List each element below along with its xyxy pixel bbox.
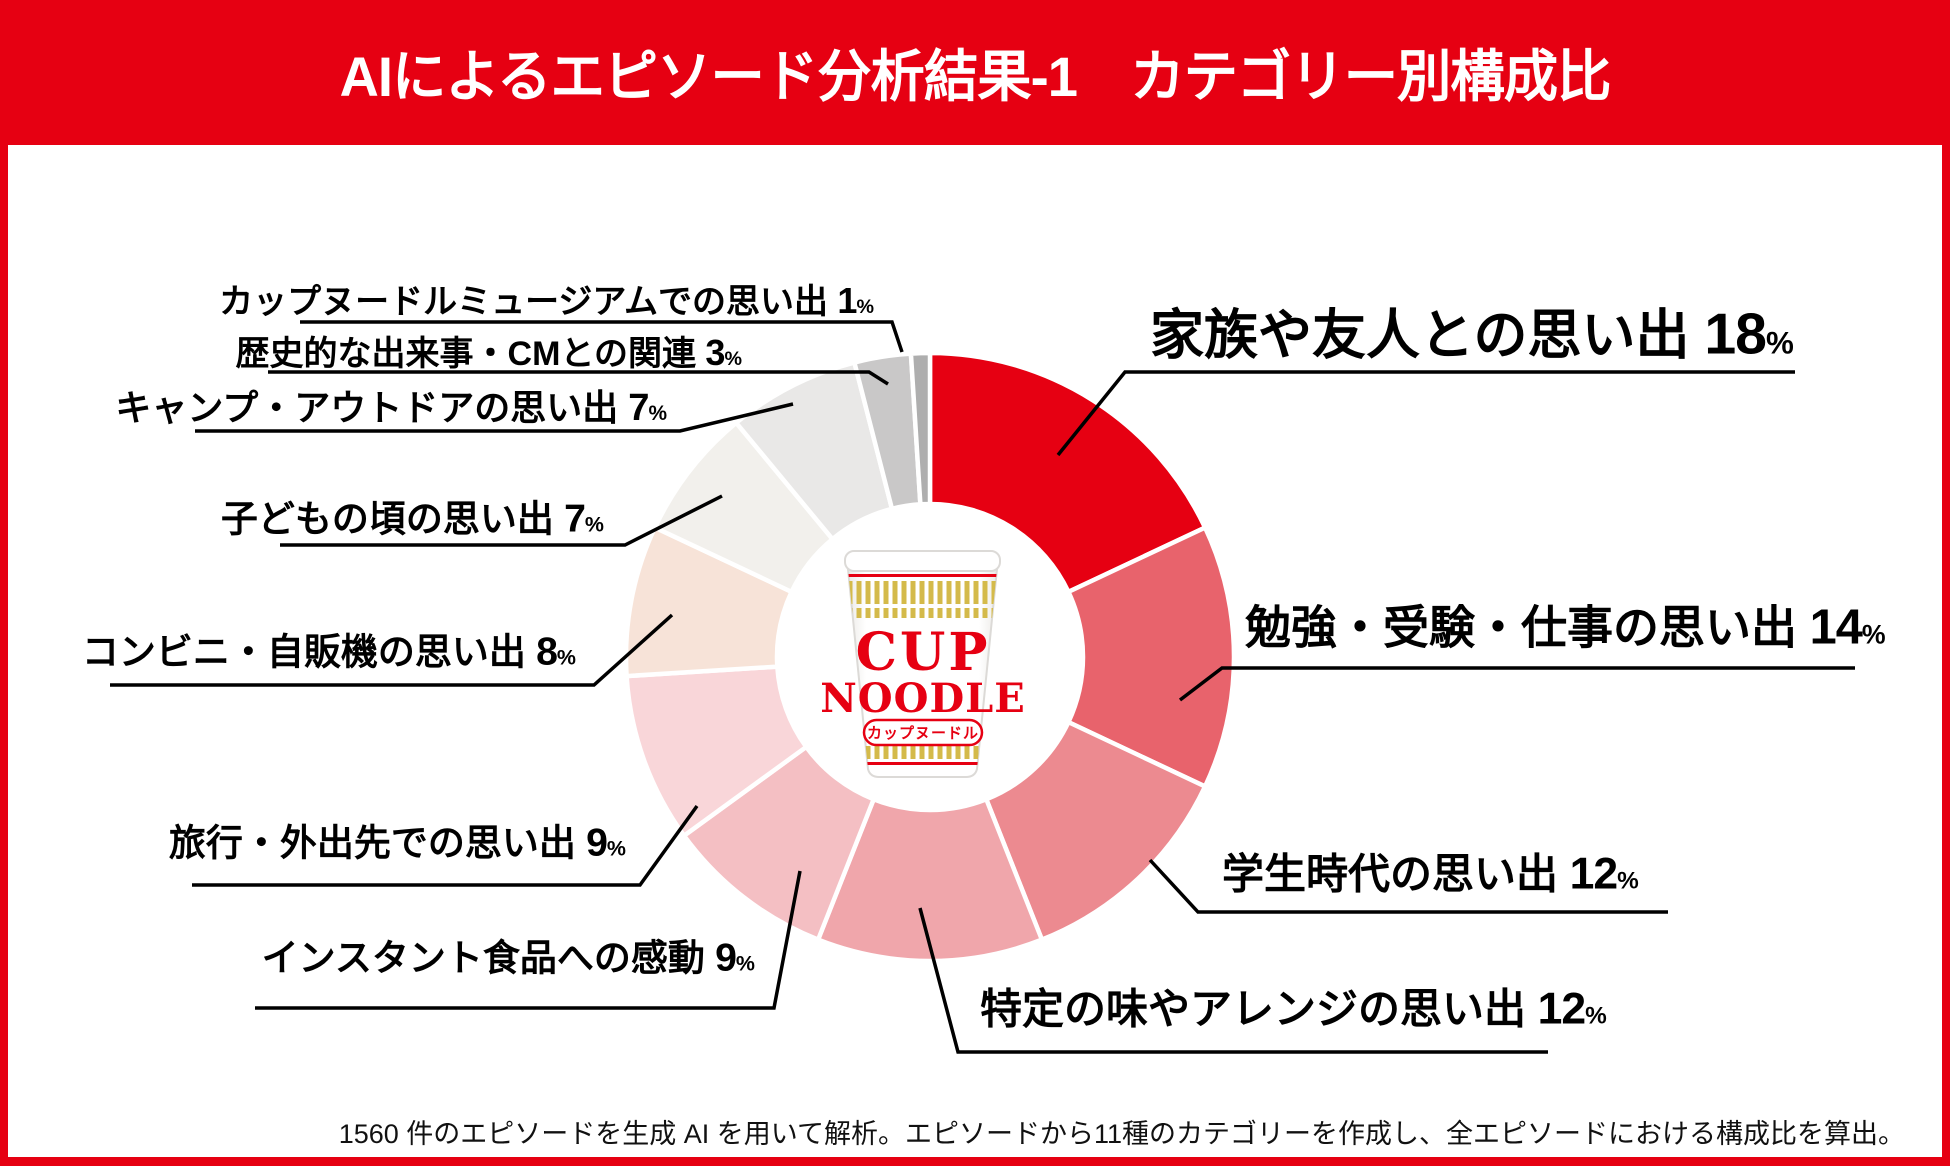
slice-label-instant-food: インスタント食品への感動 9% <box>262 938 755 977</box>
slice-label-text: 子どもの頃の思い出 <box>220 498 554 540</box>
slice-value: 7 <box>564 496 586 541</box>
cup-jp-pill <box>862 718 984 747</box>
slice-value: 8 <box>536 629 558 674</box>
pie-slice-0 <box>927 350 1209 595</box>
frame-border-left <box>0 0 8 1166</box>
cup-gold-band-bottom <box>848 746 997 759</box>
percent-sign: % <box>606 836 626 861</box>
cup-gold-band-tall <box>848 581 997 604</box>
percent-sign: % <box>1861 619 1886 650</box>
percent-sign: % <box>1585 1002 1607 1030</box>
slice-label-text: 家族や友人との思い出 <box>1150 305 1690 366</box>
slice-label-convenience-store: コンビニ・自販機の思い出 8% <box>82 632 576 671</box>
leader-line-10 <box>300 320 904 353</box>
percent-sign: % <box>856 295 874 318</box>
page-title: AIによるエピソード分析結果-1 カテゴリー別構成比 <box>339 45 1612 108</box>
slice-label-cupnoodle-museum: カップヌードルミュージアムでの思い出 1% <box>219 279 874 321</box>
cup-brand-text-line2: NOODLE <box>820 675 1026 722</box>
slice-label-specific-flavor: 特定の味やアレンジの思い出 12% <box>980 984 1607 1034</box>
leader-line-1 <box>1178 666 1855 702</box>
slice-label-text: インスタント食品への感動 <box>261 937 705 979</box>
slice-value: 1 <box>837 279 857 321</box>
slice-label-text: 歴史的な出来事・CMとの関連 <box>235 334 697 373</box>
leader-line-9 <box>268 370 889 386</box>
slice-value: 3 <box>705 331 725 373</box>
slice-value: 18 <box>1704 302 1767 367</box>
percent-sign: % <box>648 401 667 425</box>
slice-label-travel: 旅行・外出先での思い出 9% <box>169 823 626 862</box>
slice-label-family-friends: 家族や友人との思い出 18% <box>1150 306 1794 363</box>
leader-line-6 <box>110 613 674 687</box>
slice-label-text: 学生時代の思い出 <box>1222 850 1559 898</box>
percent-sign: % <box>556 645 576 670</box>
slice-label-camp-outdoor: キャンプ・アウトドアの思い出 7% <box>115 385 667 429</box>
slice-label-text: 旅行・外出先での思い出 <box>168 822 576 864</box>
cup-gold-band-short <box>848 608 997 618</box>
slice-value: 9 <box>715 935 737 980</box>
percent-sign: % <box>724 347 742 370</box>
pie-slice-1 <box>1065 524 1237 790</box>
slice-label-text: コンビニ・自販機の思い出 <box>81 631 526 673</box>
slice-label-study-exam-work: 勉強・受験・仕事の思い出 14% <box>1245 600 1886 655</box>
slice-label-childhood: 子どもの頃の思い出 7% <box>221 499 604 538</box>
slice-label-text: 勉強・受験・仕事の思い出 <box>1245 601 1797 654</box>
cup-brand-text-line1: CUP <box>856 622 991 683</box>
slice-label-historic-events-cm: 歴史的な出来事・CMとの関連 3% <box>235 331 742 373</box>
percent-sign: % <box>735 951 755 976</box>
cup-rim <box>844 550 1001 572</box>
leader-line-2 <box>1148 858 1668 914</box>
slice-value: 7 <box>628 385 649 429</box>
cup-brand-text-jp: カップヌードル <box>867 725 979 742</box>
percent-sign: % <box>584 512 604 537</box>
slice-label-text: 特定の味やアレンジの思い出 <box>980 985 1527 1033</box>
leader-line-4 <box>255 870 802 1010</box>
pie-slice-10 <box>908 350 933 507</box>
cup-red-stripe-top <box>848 574 997 577</box>
slice-value: 12 <box>1569 849 1619 899</box>
header-band: AIによるエピソード分析結果-1 カテゴリー別構成比 <box>0 0 1950 145</box>
slice-label-student-days: 学生時代の思い出 12% <box>1222 849 1639 899</box>
cup-noodle-illustration: CUP NOODLE カップヌードル <box>820 550 1026 778</box>
slice-label-text: キャンプ・アウトドアの思い出 <box>115 386 619 428</box>
slice-value: 14 <box>1809 600 1863 655</box>
slice-value: 9 <box>586 820 608 865</box>
leader-line-7 <box>280 494 723 547</box>
leader-line-3 <box>918 907 1548 1054</box>
frame-border-bottom <box>0 1157 1950 1166</box>
frame-border-right <box>1942 0 1950 1166</box>
percent-sign: % <box>1766 325 1794 361</box>
slice-label-text: カップヌードルミュージアムでの思い出 <box>219 282 829 321</box>
leader-line-5 <box>192 804 699 887</box>
donut-slices <box>623 350 1237 964</box>
leader-lines <box>110 320 1855 1054</box>
footnote: 1560 件のエピソードを生成 AI を用いて解析。エピソードから11種のカテゴ… <box>338 1119 1905 1149</box>
leader-line-8 <box>195 402 794 433</box>
percent-sign: % <box>1617 867 1639 895</box>
cup-red-stripe-bottom <box>848 762 997 765</box>
leader-line-0 <box>1056 370 1795 457</box>
slice-value: 12 <box>1537 984 1587 1034</box>
